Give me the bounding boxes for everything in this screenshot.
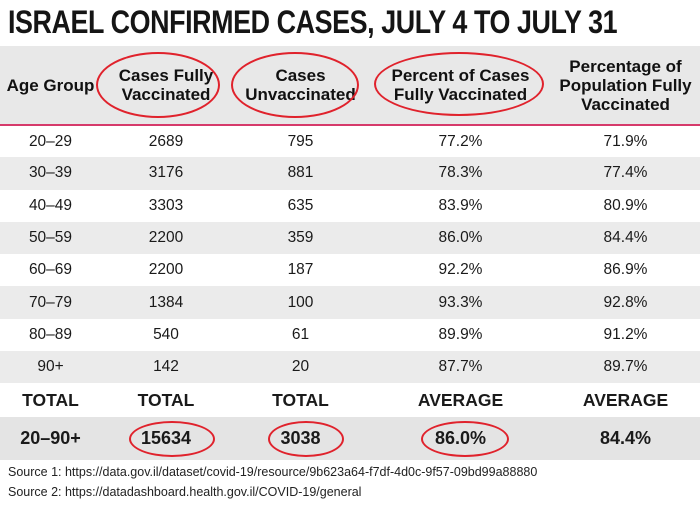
header-age-group-line1: Age Group [6,75,95,95]
header-percent-cases-line1: Percent of Cases [391,66,530,85]
summary-label-fully-vaccinated: TOTAL [101,383,231,418]
cell-percent-population-fully-vaccinated: 86.9% [551,254,700,287]
summary-value-fully-vaccinated: 15634 [140,428,192,449]
header-population-line1: Percentage of [569,56,682,76]
header-cases-fully-vaccinated-line1: Cases Fully [118,66,214,85]
cell-percent-population-fully-vaccinated: 89.7% [551,351,700,384]
cell-percent-cases-fully-vaccinated: 78.3% [370,157,551,190]
cell-percent-cases-fully-vaccinated: 93.3% [370,286,551,319]
cell-cases-unvaccinated: 61 [231,318,370,352]
summary-value-percent-cases: 86.0% [434,428,487,449]
cell-cases-unvaccinated: 359 [231,221,370,255]
header-age-group: Age Group [0,46,101,126]
table-row: 60–69 2200 187 92.2% 86.9% [0,254,700,287]
cell-percent-cases-fully-vaccinated: 83.9% [370,189,551,222]
table-row: 40–49 3303 635 83.9% 80.9% [0,189,700,222]
cell-percent-population-fully-vaccinated: 91.2% [551,318,700,352]
cell-cases-fully-vaccinated: 3303 [101,189,231,222]
cell-age-group: 90+ [0,351,101,384]
header-cases-unvaccinated-line2: Unvaccinated [245,85,356,104]
sources-note: Source 1: https://data.gov.il/dataset/co… [8,462,698,502]
source-1-text: Source 1: https://data.gov.il/dataset/co… [8,465,538,479]
cell-age-group: 70–79 [0,286,101,319]
cell-cases-unvaccinated: 100 [231,286,370,319]
cell-age-group: 30–39 [0,157,101,190]
table-row: 30–39 3176 881 78.3% 77.4% [0,157,700,190]
summary-label-population: AVERAGE [551,383,700,418]
cell-age-group: 40–49 [0,189,101,222]
cell-age-group: 60–69 [0,254,101,287]
summary-label-age: TOTAL [0,383,101,418]
summary-label-percent-cases: AVERAGE [370,383,551,418]
summary-label-row: TOTAL TOTAL TOTAL AVERAGE AVERAGE [0,383,700,418]
header-cases-fully-vaccinated: Cases Fully Vaccinated [96,46,231,126]
cell-percent-population-fully-vaccinated: 92.8% [551,286,700,319]
cell-percent-cases-fully-vaccinated: 89.9% [370,318,551,352]
table-row: 80–89 540 61 89.9% 91.2% [0,318,700,352]
summary-value-age: 20–90+ [0,417,101,461]
cell-cases-fully-vaccinated: 142 [101,351,231,384]
table-row: 50–59 2200 359 86.0% 84.4% [0,221,700,255]
cell-cases-unvaccinated: 20 [231,351,370,384]
header-cases-fully-vaccinated-line2: Vaccinated [121,85,211,104]
cell-cases-unvaccinated: 795 [231,125,370,158]
source-2-text: Source 2: https://datadashboard.health.g… [8,485,362,499]
header-percentage-population-fully-vaccinated: Percentage of Population Fully Vaccinate… [551,46,700,126]
cell-age-group: 50–59 [0,221,101,255]
table-row: 70–79 1384 100 93.3% 92.8% [0,286,700,319]
cell-age-group: 20–29 [0,125,101,158]
table-row: 20–29 2689 795 77.2% 71.9% [0,125,700,158]
header-cases-unvaccinated: Cases Unvaccinated [231,46,370,126]
cell-percent-population-fully-vaccinated: 80.9% [551,189,700,222]
cell-percent-population-fully-vaccinated: 84.4% [551,221,700,255]
cell-cases-fully-vaccinated: 1384 [101,286,231,319]
summary-value-fully-vaccinated-cell: 15634 [101,417,231,461]
summary-value-unvaccinated: 3038 [280,428,321,449]
table-body: 20–29 2689 795 77.2% 71.9% 30–39 3176 881 78.3% 7… [0,125,700,384]
header-population-line3: Vaccinated [581,94,670,114]
cell-cases-fully-vaccinated: 540 [101,318,231,352]
header-population-line2: Population Fully [559,75,692,95]
cell-cases-fully-vaccinated: 2689 [101,125,231,158]
cell-cases-fully-vaccinated: 2200 [101,221,231,255]
summary-value-unvaccinated-cell: 3038 [231,417,370,461]
cell-cases-unvaccinated: 881 [231,157,370,190]
header-cases-unvaccinated-line1: Cases [275,66,326,85]
summary-value-row: 20–90+ 15634 3038 86.0% 84.4% [0,417,700,461]
cell-cases-fully-vaccinated: 3176 [101,157,231,190]
header-percent-cases-line2: Fully Vaccinated [393,85,528,104]
summary-value-population: 84.4% [551,417,700,461]
cases-table: Age Group Cases Fully Vaccinated Cases U… [0,46,700,461]
cell-cases-unvaccinated: 187 [231,254,370,287]
cell-percent-population-fully-vaccinated: 71.9% [551,125,700,158]
cell-percent-cases-fully-vaccinated: 87.7% [370,351,551,384]
page-title: ISRAEL CONFIRMED CASES, JULY 4 TO JULY 3… [8,4,618,40]
cell-percent-cases-fully-vaccinated: 92.2% [370,254,551,287]
cell-percent-cases-fully-vaccinated: 86.0% [370,221,551,255]
cell-age-group: 80–89 [0,318,101,352]
header-percent-cases-fully-vaccinated: Percent of Cases Fully Vaccinated [370,46,551,126]
summary-value-percent-cases-cell: 86.0% [370,417,551,461]
header-row: Age Group Cases Fully Vaccinated Cases U… [0,46,700,126]
cell-percent-cases-fully-vaccinated: 77.2% [370,125,551,158]
cell-percent-population-fully-vaccinated: 77.4% [551,157,700,190]
table-row: 90+ 142 20 87.7% 89.7% [0,351,700,384]
cell-cases-fully-vaccinated: 2200 [101,254,231,287]
summary-label-unvaccinated: TOTAL [231,383,370,418]
cell-cases-unvaccinated: 635 [231,189,370,222]
